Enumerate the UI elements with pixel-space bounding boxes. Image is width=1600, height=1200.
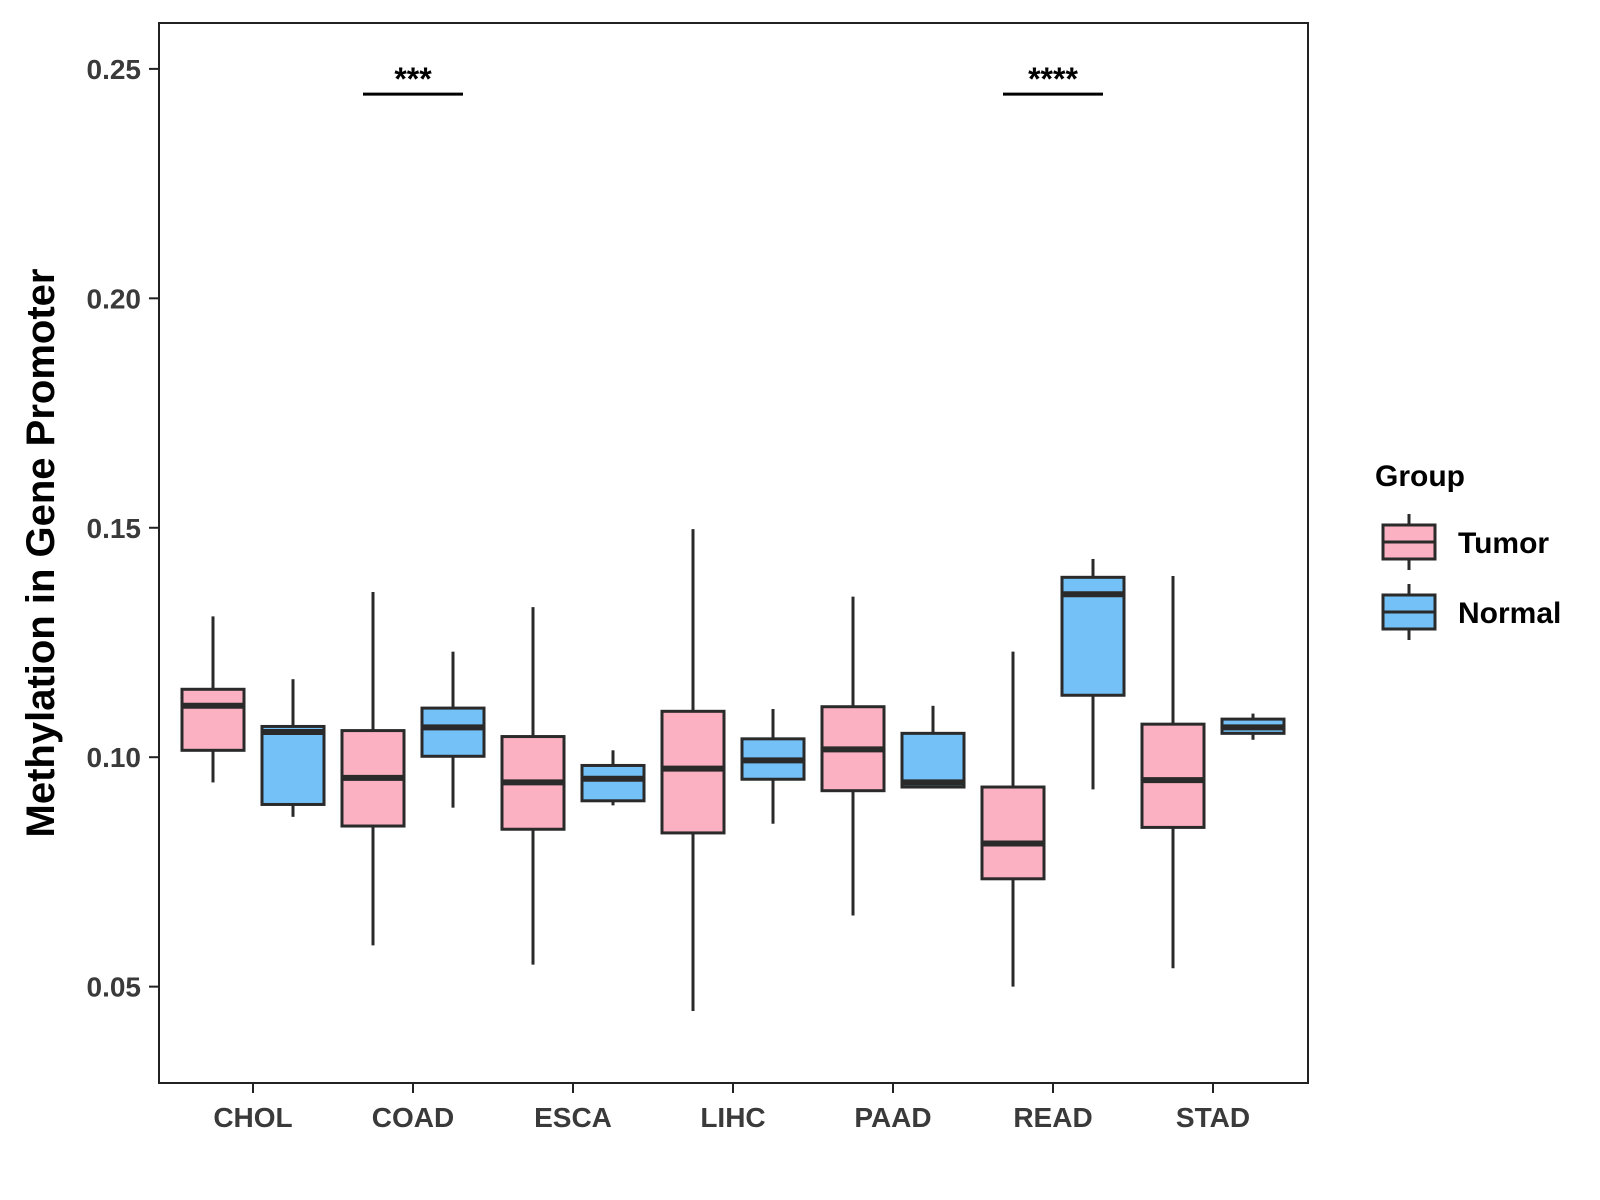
box-iqr bbox=[1140, 722, 1206, 829]
box-iqr bbox=[980, 785, 1046, 881]
box-iqr bbox=[180, 687, 246, 752]
box-normal-chol bbox=[260, 679, 326, 817]
box-normal-esca bbox=[580, 750, 646, 806]
box-tumor-coad bbox=[340, 592, 406, 946]
box-normal-read bbox=[1060, 558, 1126, 790]
legend-label-tumor: Tumor bbox=[1458, 527, 1549, 560]
box-tumor-chol bbox=[180, 616, 246, 783]
box-iqr bbox=[900, 731, 966, 789]
box-iqr bbox=[660, 709, 726, 835]
box-tumor-stad bbox=[1140, 575, 1206, 969]
y-tick-label: 0.05 bbox=[87, 972, 142, 1003]
box-iqr bbox=[420, 706, 486, 758]
box-normal-paad bbox=[900, 705, 966, 789]
box-normal-coad bbox=[420, 651, 486, 808]
y-axis-title: Methylation in Gene Promoter bbox=[19, 269, 63, 838]
box-tumor-lihc bbox=[660, 529, 726, 1011]
x-tick-label-lihc: LIHC bbox=[700, 1102, 765, 1133]
box-iqr bbox=[580, 763, 646, 803]
legend-item-tumor: Tumor bbox=[1381, 514, 1549, 570]
y-tick-label: 0.10 bbox=[87, 742, 142, 773]
y-tick-label: 0.20 bbox=[87, 283, 142, 314]
panel-border bbox=[158, 22, 1309, 1084]
x-tick-label-chol: CHOL bbox=[213, 1102, 292, 1133]
legend-title: Group bbox=[1375, 460, 1465, 493]
y-tick-label: 0.15 bbox=[87, 513, 142, 544]
box-tumor-paad bbox=[820, 596, 886, 916]
significance-label-read: **** bbox=[1028, 61, 1078, 97]
y-tick-label: 0.25 bbox=[87, 54, 142, 85]
y-axis: 0.05 0.10 0.15 0.20 0.25 bbox=[87, 54, 159, 1003]
x-tick-label-stad: STAD bbox=[1176, 1102, 1250, 1133]
plot-panel: *** **** bbox=[158, 22, 1309, 1084]
boxes-layer bbox=[180, 529, 1286, 1011]
legend: Group Tumor Normal bbox=[1375, 460, 1561, 640]
x-axis: CHOL COAD ESCA LIHC PAAD READ STAD bbox=[213, 1083, 1250, 1133]
legend-label-normal: Normal bbox=[1458, 597, 1561, 630]
box-tumor-read bbox=[980, 651, 1046, 987]
x-tick-label-paad: PAAD bbox=[854, 1102, 931, 1133]
box-iqr bbox=[260, 724, 326, 806]
significance-annotations: *** **** bbox=[363, 61, 1103, 97]
x-tick-label-esca: ESCA bbox=[534, 1102, 612, 1133]
box-normal-stad bbox=[1220, 713, 1286, 740]
box-tumor-esca bbox=[500, 607, 566, 965]
box-normal-lihc bbox=[740, 709, 806, 824]
significance-label-coad: *** bbox=[394, 61, 432, 97]
legend-item-normal: Normal bbox=[1381, 584, 1561, 640]
x-tick-label-coad: COAD bbox=[372, 1102, 454, 1133]
x-tick-label-read: READ bbox=[1013, 1102, 1092, 1133]
